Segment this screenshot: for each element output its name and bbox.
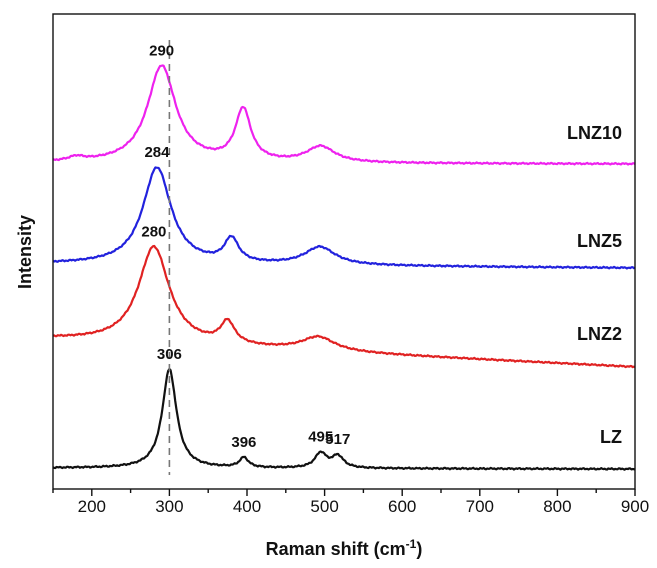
peak-label: 290 — [149, 42, 174, 59]
x-tick-label: 600 — [388, 497, 416, 516]
series-line-lnz2 — [52, 244, 636, 369]
peak-label: 284 — [144, 144, 170, 161]
x-tick-label: 400 — [233, 497, 261, 516]
x-tick-label: 900 — [621, 497, 649, 516]
series-labels: LNZ10 LNZ5 LNZ2 LZ — [567, 123, 622, 447]
x-axis-title: Raman shift (cm-1) — [266, 537, 423, 559]
x-tick-label: 700 — [466, 497, 494, 516]
peak-label: 306 — [157, 346, 182, 363]
series-label-lz: LZ — [600, 427, 622, 447]
series-label-lnz5: LNZ5 — [577, 231, 622, 251]
series-line-lnz5 — [52, 166, 636, 270]
x-tick-label: 800 — [543, 497, 571, 516]
peak-label: 396 — [231, 434, 256, 451]
plot-frame — [52, 13, 636, 490]
peak-label: 517 — [325, 431, 350, 448]
series-line-lz — [52, 367, 636, 471]
peak-label: 280 — [141, 223, 166, 240]
y-axis-title: Intensity — [15, 215, 35, 289]
x-tick-label: 500 — [310, 497, 338, 516]
series-label-lnz2: LNZ2 — [577, 324, 622, 344]
x-axis-ticks — [52, 489, 636, 496]
peak-label: 495 — [308, 428, 333, 445]
series-label-lnz10: LNZ10 — [567, 123, 622, 143]
x-tick-label: 200 — [78, 497, 106, 516]
x-tick-label: 300 — [155, 497, 183, 516]
series-line-lnz10 — [52, 64, 636, 166]
x-axis-tick-labels: 200 300 400 500 600 700 800 900 — [78, 497, 650, 516]
series-traces — [52, 64, 636, 471]
